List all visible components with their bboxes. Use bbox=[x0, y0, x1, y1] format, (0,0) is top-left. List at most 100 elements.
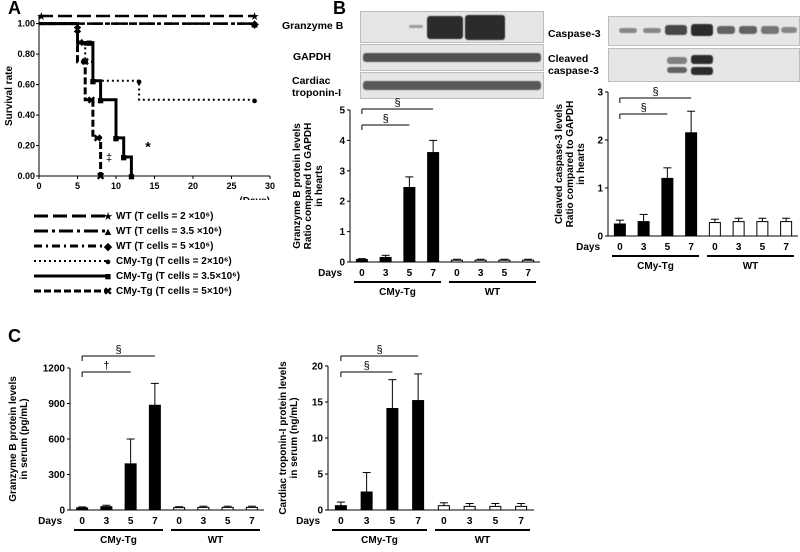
x-tick-label: 7 bbox=[430, 268, 436, 279]
troponin-blot bbox=[360, 72, 544, 99]
days-label: Days bbox=[38, 516, 62, 527]
bar bbox=[403, 187, 416, 263]
gapdh-blot bbox=[360, 44, 544, 71]
x-tick-label: 5 bbox=[493, 516, 499, 527]
blot-label-caspase-3: Caspase-3 bbox=[548, 28, 601, 40]
bar bbox=[100, 506, 113, 511]
x-tick-label: 3 bbox=[364, 516, 370, 527]
y-tick-label: 4 bbox=[339, 136, 345, 147]
y-axis-label: in serum (pg/mL) bbox=[19, 398, 30, 479]
survival-marker: ✖ bbox=[93, 133, 102, 145]
survival-marker: ★ bbox=[250, 11, 260, 23]
survival-marker: ✖ bbox=[96, 171, 105, 183]
bar bbox=[489, 505, 502, 511]
bar bbox=[437, 505, 450, 511]
legend-label: CMy-Tg (T cells = 2×10⁶) bbox=[116, 255, 232, 267]
x-tick-label: 7 bbox=[783, 242, 789, 253]
survival-marker: ✖ bbox=[87, 95, 96, 107]
x-tick-label: 5 bbox=[75, 181, 80, 191]
legend-entry: ✖ CMy-Tg (T cells = 5×10⁶) bbox=[32, 285, 232, 297]
legend-entry: ★ WT (T cells = 2 ×10⁶) bbox=[32, 210, 213, 222]
y-tick-label: 0 bbox=[59, 506, 65, 517]
y-tick-label: 1.00 bbox=[17, 19, 35, 29]
legend-marker: ■ bbox=[105, 271, 112, 282]
x-tick-label: 3 bbox=[383, 268, 389, 279]
group-label: CMy-Tg bbox=[100, 535, 137, 546]
legend-entry: ● CMy-Tg (T cells = 2×10⁶) bbox=[32, 255, 232, 267]
legend-line-swatch: ▲ bbox=[34, 226, 113, 237]
x-tick-label: 20 bbox=[188, 181, 198, 191]
group-label: WT bbox=[475, 535, 491, 546]
panel-letter-c: C bbox=[8, 326, 21, 346]
bar bbox=[661, 177, 674, 237]
x-tick-label: 0 bbox=[441, 516, 447, 527]
caspase-heart-bar-chart: 0 1 2 3 Cleaved caspase-3 levels Ratio compar… bbox=[554, 86, 798, 272]
x-tick-label: 3 bbox=[201, 516, 207, 527]
bar bbox=[522, 259, 535, 263]
survival-marker: ■ bbox=[90, 76, 97, 88]
bar bbox=[685, 132, 698, 237]
y-tick-label: 5 bbox=[339, 106, 345, 117]
x-tick-label: 5 bbox=[760, 242, 766, 253]
bar bbox=[245, 506, 258, 511]
legend-entry: ▲ WT (T cells = 3.5 ×10⁶) bbox=[32, 225, 222, 237]
annotation-star: * bbox=[145, 139, 151, 155]
x-tick-label: 7 bbox=[688, 242, 694, 253]
group-label: CMy-Tg bbox=[361, 535, 398, 546]
group-label: WT bbox=[208, 535, 224, 546]
y-axis-label: Ratio compared to GAPDH bbox=[565, 101, 576, 228]
bar bbox=[76, 507, 89, 511]
survival-marker: ■ bbox=[113, 133, 120, 145]
survival-marker: ■ bbox=[97, 95, 104, 107]
bar bbox=[412, 400, 425, 511]
x-tick-label: 25 bbox=[226, 181, 236, 191]
blot-label-troponin: Cardiac troponin-I bbox=[292, 75, 341, 99]
x-tick-label: 0 bbox=[79, 516, 85, 527]
x-tick-label: 30 bbox=[265, 181, 275, 191]
y-tick-label: 0.20 bbox=[17, 141, 35, 151]
y-tick-label: 0.00 bbox=[17, 171, 35, 181]
y-tick-label: 10 bbox=[312, 434, 324, 445]
y-tick-label: 0 bbox=[597, 232, 603, 243]
y-tick-label: 1 bbox=[339, 227, 345, 238]
y-tick-label: 3 bbox=[339, 166, 345, 177]
y-axis-label: in hearts bbox=[314, 165, 325, 207]
bar bbox=[360, 491, 373, 511]
legend-line-swatch: ★ bbox=[34, 211, 113, 222]
legend-entry: ◆ WT (T cells = 5 ×10⁶) bbox=[32, 240, 213, 252]
legend-marker: ★ bbox=[103, 211, 113, 222]
bar bbox=[148, 404, 161, 511]
bar bbox=[379, 256, 392, 263]
x-tick-label: 3 bbox=[478, 268, 484, 279]
troponin-serum-bar-chart: 0 5 10 15 20 Cardiac troponin-I protein level… bbox=[278, 344, 534, 546]
y-axis-label: Granzyme B protein levels bbox=[8, 376, 19, 502]
y-tick-label: 900 bbox=[48, 399, 65, 410]
survival-marker: ✖ bbox=[75, 38, 84, 50]
group-label: CMy-Tg bbox=[637, 261, 674, 272]
survival-marker: ✖ bbox=[73, 25, 82, 37]
survival-series-line bbox=[39, 22, 103, 176]
bar bbox=[515, 505, 528, 511]
survival-marker: ● bbox=[82, 38, 89, 50]
x-tick-label: 0 bbox=[617, 242, 623, 253]
x-tick-label: 5 bbox=[407, 268, 413, 279]
bar bbox=[173, 507, 186, 511]
x-tick-label: 3 bbox=[641, 242, 647, 253]
x-tick-label: 7 bbox=[518, 516, 524, 527]
legend-marker: ✖ bbox=[103, 286, 112, 297]
survival-series-line bbox=[39, 22, 255, 101]
granzyme-heart-bar-chart: 0 1 2 3 4 5 Granzyme B protein levels Ratio com… bbox=[292, 97, 540, 298]
significance-mark: † bbox=[103, 360, 109, 372]
group-label: CMy-Tg bbox=[379, 287, 416, 298]
significance-mark: § bbox=[641, 102, 647, 114]
bar bbox=[732, 221, 745, 237]
legend-label: WT (T cells = 2 ×10⁶) bbox=[116, 210, 214, 222]
bar bbox=[450, 259, 463, 263]
annotation-dagger: ‡ bbox=[106, 152, 112, 164]
legend-label: CMy-Tg (T cells = 3.5×10⁶) bbox=[116, 270, 241, 282]
x-tick-label: 0 bbox=[338, 516, 344, 527]
legend-line-swatch: ✖ bbox=[34, 286, 113, 297]
survival-marker: ● bbox=[251, 95, 258, 107]
y-tick-label: 15 bbox=[312, 398, 324, 409]
